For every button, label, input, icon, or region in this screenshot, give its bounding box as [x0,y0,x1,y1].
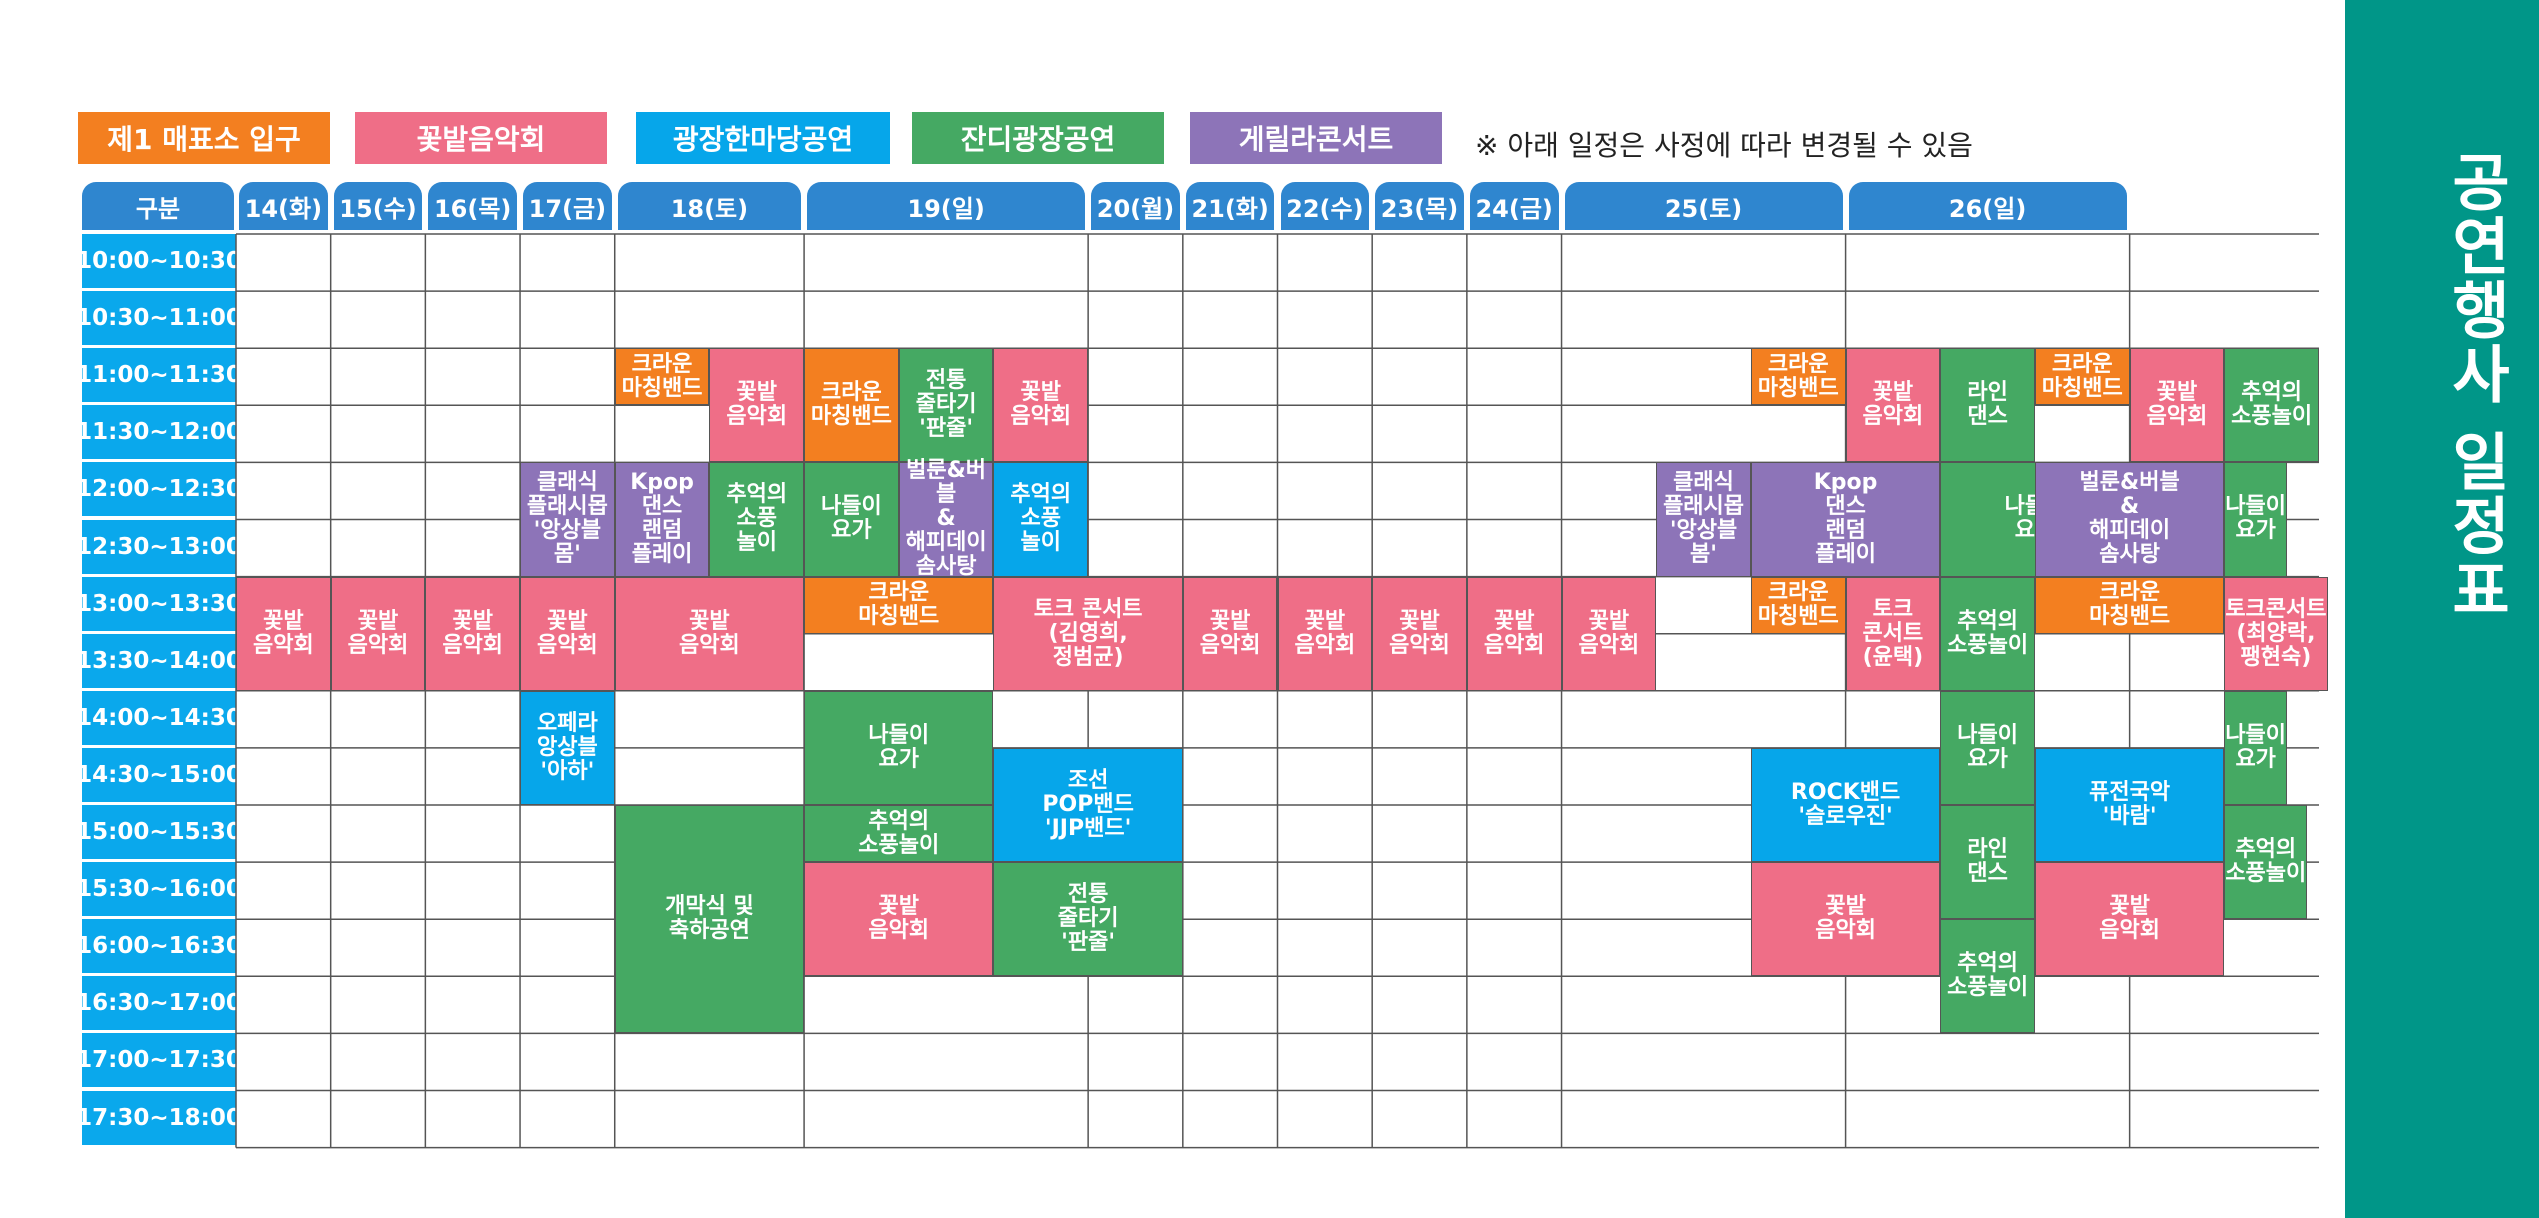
schedule-event: 꽃밭 음악회 [425,576,521,691]
day-header: 21(화) [1185,182,1275,230]
schedule-event: 전통 줄타기 '판줄' [898,348,994,463]
schedule-event: 추억의 소풍 놀이 [709,462,805,577]
schedule-event: 꽃밭 음악회 [709,348,805,463]
day-header: 19(일) [807,182,1086,230]
schedule-event: 토크 콘서트 (김영희, 정범균) [993,576,1183,691]
schedule-event: 토크 콘서트 (윤택) [1845,576,1941,691]
schedule-event: 벌룬&버블 & 해피데이 솜사탕 [898,459,994,579]
schedule-event: 라인 댄스 [1940,348,2035,463]
schedule-event: Kpop 댄스 랜덤 플레이 [1750,462,1941,577]
schedule-event: 라인 댄스 [1940,805,2035,920]
time-slot-label: 17:00~17:30 [76,1033,242,1091]
schedule-event: 꽃밭 음악회 [993,348,1089,463]
legend-item: 제1 매표소 입구 [78,112,330,164]
time-slot-label: 15:00~15:30 [76,805,242,863]
schedule-event: ROCK밴드 '슬로우진' [1750,747,1941,863]
day-header: 25(토) [1564,182,1843,230]
schedule-event: 꽃밭 음악회 [330,576,426,691]
schedule-event: 나들이 요가 [2224,462,2288,577]
time-slot-label: 12:00~12:30 [76,462,242,520]
schedule-event: 꽃밭 음악회 [1845,348,1941,463]
time-slot-label: 15:30~16:00 [76,862,242,920]
schedule-event: 벌룬&버블 & 해피데이 솜사탕 [2034,462,2225,577]
schedule-event: 전통 줄타기 '판줄' [993,862,1183,977]
schedule-event: 추억의 소풍놀이 [2224,348,2319,463]
schedule-event: 꽃밭 음악회 [804,862,994,977]
schedule-event: 크라운 마칭밴드 [2034,348,2130,406]
header-category: 구분 [82,182,234,230]
time-slot-label: 13:30~14:00 [76,633,242,691]
notice-text: ※ 아래 일정은 사정에 따라 변경될 수 있음 [1475,129,1973,162]
schedule-event: 퓨전국악 '바람' [2034,747,2225,863]
schedule-event: 꽃밭 음악회 [1372,576,1467,691]
day-header: 15(수) [333,182,423,230]
schedule-event: 크라운 마칭밴드 [2034,576,2225,634]
schedule-event: 꽃밭 음악회 [1277,576,1373,691]
day-header: 23(목) [1375,182,1464,230]
schedule-event: 클래식 플래시몹 '앙상블몸' [520,462,615,577]
schedule-event: 나들이 요가 [1940,690,2035,805]
schedule-event: 클래식 플래시몹 '앙상블 봄' [1656,462,1751,577]
schedule-event: 크라운 마칭밴드 [1750,348,1846,406]
schedule-event: 개막식 및 축하공연 [614,805,805,1034]
time-slot-label: 14:30~15:00 [76,747,242,805]
day-header: 22(수) [1280,182,1370,230]
day-header: 26(일) [1848,182,2127,230]
legend-item: 게릴라콘서트 [1190,112,1442,164]
legend-item: 잔디광장공연 [912,112,1164,164]
time-slot-label: 13:00~13:30 [76,576,242,634]
time-slot-label: 16:30~17:00 [76,976,242,1034]
schedule-event: 꽃밭 음악회 [236,576,331,691]
schedule-event: 추억의 소풍놀이 [1940,576,2035,691]
schedule-event: 꽃밭 음악회 [1750,862,1941,977]
schedule-event: Kpop 댄스 랜덤 플레이 [614,462,710,577]
side-banner [2345,0,2539,1218]
time-slot-label: 17:30~18:00 [76,1090,242,1148]
time-slot-label: 10:00~10:30 [76,234,242,292]
schedule-event: 추억의 소풍놀이 [1940,919,2035,1034]
page-title: 공연행사 일정표 [2439,150,2512,622]
time-slot-label: 11:30~12:00 [76,405,242,463]
schedule-event: 꽃밭 음악회 [1182,576,1278,691]
schedule-event: 나들이 요가 [2224,690,2288,805]
time-slot-label: 10:30~11:00 [76,291,242,349]
schedule-event: 크라운 마칭밴드 [1750,576,1846,634]
schedule-event: 꽃밭 음악회 [2034,862,2225,977]
legend-item: 광장한마당공연 [636,112,890,164]
schedule-event: 나들이 요가 [804,690,994,805]
schedule-event: 추억의 소풍 놀이 [993,462,1089,577]
schedule-event: 꽃밭 음악회 [614,576,805,691]
schedule-event: 추억의 소풍놀이 [804,805,994,863]
schedule-event: 크라운 마칭밴드 [804,348,899,463]
day-header: 17(금) [523,182,612,230]
schedule-event: 꽃밭 음악회 [520,576,615,691]
time-slot-label: 11:00~11:30 [76,348,242,406]
day-header: 14(화) [239,182,328,230]
day-header: 18(토) [617,182,802,230]
schedule-event: 꽃밭 음악회 [2129,348,2225,463]
time-slot-label: 16:00~16:30 [76,919,242,977]
day-header: 16(목) [428,182,518,230]
schedule-event: 꽃밭 음악회 [1561,576,1657,691]
day-header: 24(금) [1469,182,1559,230]
legend-item: 꽃밭음악회 [355,112,607,164]
schedule-event: 조선 POP밴드 'JJP밴드' [993,747,1183,863]
schedule-event: 추억의 소풍놀이 [2224,805,2308,920]
schedule-event: 꽃밭 음악회 [1466,576,1562,691]
schedule-event: 오페라 앙상블 '아하' [520,690,615,805]
schedule-event: 크라운 마칭밴드 [614,348,710,406]
time-slot-label: 12:30~13:00 [76,519,242,577]
schedule-event: 나들이 요가 [804,462,899,577]
time-slot-label: 14:00~14:30 [76,690,242,748]
day-header: 20(월) [1091,182,1180,230]
schedule-event: 크라운 마칭밴드 [804,576,994,634]
schedule-event: 토크콘서트 (최양락, 팽현숙) [2224,576,2328,691]
